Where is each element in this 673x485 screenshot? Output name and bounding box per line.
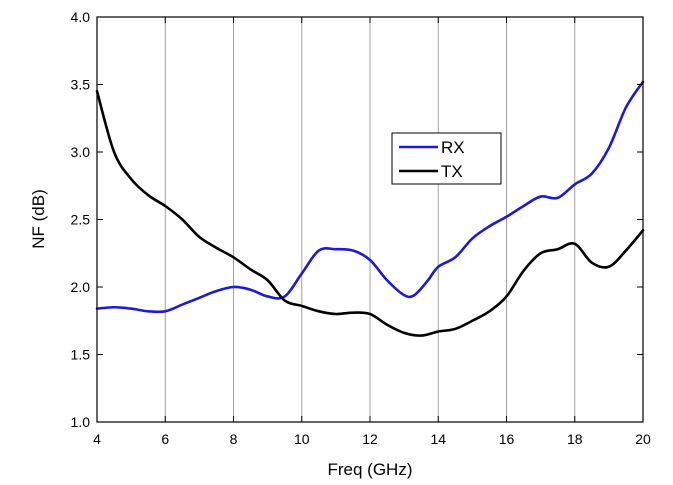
x-tick-label: 8 (230, 431, 238, 447)
series-line-rx (95, 80, 645, 314)
x-tick-label: 16 (499, 431, 515, 447)
legend: RX TX (391, 132, 502, 185)
series-lines (95, 80, 645, 337)
x-tick-label: 6 (161, 431, 169, 447)
x-tick-label: 12 (362, 431, 378, 447)
y-tick-label: 3.0 (71, 144, 91, 160)
legend-box (391, 132, 502, 185)
x-tick-label: 18 (567, 431, 583, 447)
legend-label-rx: RX (441, 138, 465, 157)
y-tick-label: 2.0 (71, 279, 91, 295)
grid-lines (164, 17, 576, 422)
y-tick-labels: 1.0 1.5 2.0 2.5 3.0 3.5 4.0 (71, 9, 91, 430)
y-tick-label: 1.5 (71, 347, 91, 363)
x-axis-title: Freq (GHz) (328, 460, 413, 479)
y-axis-title: NF (dB) (29, 189, 48, 249)
legend-label-tx: TX (441, 162, 463, 181)
y-tick-label: 4.0 (71, 9, 91, 25)
x-tick-label: 14 (430, 431, 446, 447)
axis-ticks (96, 16, 644, 423)
x-tick-label: 4 (93, 431, 101, 447)
x-tick-label: 10 (294, 431, 310, 447)
series-line-tx (95, 89, 645, 337)
x-tick-label: 20 (635, 431, 651, 447)
y-tick-label: 3.5 (71, 77, 91, 93)
y-tick-label: 2.5 (71, 212, 91, 228)
y-tick-label: 1.0 (71, 414, 91, 430)
x-tick-labels: 4 6 8 10 12 14 16 18 20 (93, 431, 651, 447)
